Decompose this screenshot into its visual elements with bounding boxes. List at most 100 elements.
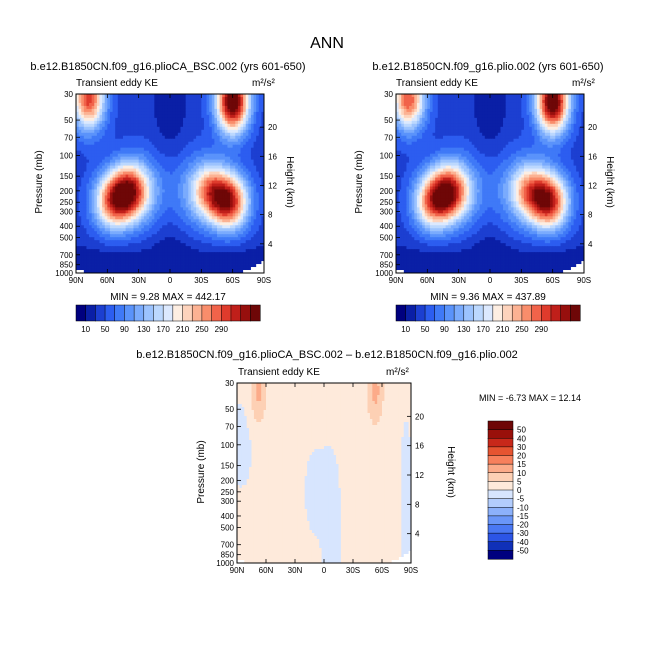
heatmap-cell <box>165 115 168 118</box>
heatmap-cell <box>399 106 402 109</box>
heatmap-cell <box>238 94 241 97</box>
heatmap-cell <box>230 139 233 142</box>
heatmap-cell <box>79 210 82 213</box>
heatmap-cell <box>147 240 150 243</box>
heatmap-cell <box>241 181 244 184</box>
heatmap-cell <box>186 166 189 169</box>
heatmap-cell <box>149 213 152 216</box>
heatmap-cell <box>235 237 238 240</box>
heatmap-cell <box>196 166 199 169</box>
heatmap-cell <box>81 198 84 201</box>
heatmap-cell <box>180 163 183 166</box>
heatmap-cell <box>110 124 113 127</box>
heatmap-cell <box>225 213 228 216</box>
heatmap-cell <box>254 234 257 237</box>
heatmap-cell <box>256 195 259 198</box>
heatmap-cell <box>248 157 251 160</box>
heatmap-cell <box>144 222 147 225</box>
heatmap-cell <box>102 243 105 246</box>
heatmap-cell <box>152 255 155 258</box>
heatmap-cell <box>126 136 129 139</box>
heatmap-cell <box>110 225 113 228</box>
heatmap-cell <box>152 184 155 187</box>
heatmap-cell <box>86 252 89 255</box>
heatmap-cell <box>118 130 121 133</box>
heatmap-cell <box>100 240 103 243</box>
heatmap-cell <box>160 109 163 112</box>
heatmap-cell <box>194 166 197 169</box>
heatmap-cell <box>191 136 194 139</box>
heatmap-cell <box>220 151 223 154</box>
heatmap-cell <box>141 112 144 115</box>
heatmap-cell <box>235 136 238 139</box>
x-tick-label: 60S <box>226 276 240 285</box>
heatmap-cell <box>256 219 259 222</box>
heatmap-cell <box>214 184 217 187</box>
heatmap-cell <box>490 109 493 112</box>
heatmap-cell <box>212 198 215 201</box>
heatmap-cell <box>207 163 210 166</box>
heatmap-cell <box>183 154 186 157</box>
heatmap-cell <box>199 109 202 112</box>
heatmap-cell <box>217 100 220 103</box>
heatmap-cell <box>120 189 123 192</box>
heatmap-cell <box>139 127 142 130</box>
heatmap-cell <box>540 115 543 118</box>
heatmap-cell <box>180 207 183 210</box>
heatmap-cell <box>141 225 144 228</box>
heatmap-cell <box>201 264 204 267</box>
heatmap-cell <box>246 106 249 109</box>
heatmap-cell <box>248 207 251 210</box>
heatmap-cell <box>207 136 210 139</box>
heatmap-cell <box>120 142 123 145</box>
heatmap-cell <box>84 115 87 118</box>
heatmap-cell <box>154 184 157 187</box>
heatmap-cell <box>227 133 230 136</box>
heatmap-cell <box>420 109 423 112</box>
heatmap-cell <box>246 192 249 195</box>
heatmap-cell <box>227 213 230 216</box>
heatmap-cell <box>212 264 215 267</box>
heatmap-cell <box>94 112 97 115</box>
heatmap-cell <box>92 160 95 163</box>
heatmap-cell <box>92 97 95 100</box>
heatmap-cell <box>254 195 257 198</box>
heatmap-cell <box>256 112 259 115</box>
heatmap-cell <box>251 157 254 160</box>
heatmap-cell <box>194 139 197 142</box>
heatmap-cell <box>196 154 199 157</box>
heatmap-cell <box>186 145 189 148</box>
heatmap-cell <box>196 103 199 106</box>
heatmap-cell <box>133 175 136 178</box>
heatmap-cell <box>256 181 259 184</box>
heatmap-cell <box>126 169 129 172</box>
heatmap-cell <box>243 252 246 255</box>
heatmap-cell <box>133 133 136 136</box>
heatmap-cell <box>102 252 105 255</box>
heatmap-cell <box>214 181 217 184</box>
heatmap-cell <box>152 234 155 237</box>
heatmap-cell <box>503 115 506 118</box>
heatmap-cell <box>495 112 498 115</box>
heatmap-cell <box>94 103 97 106</box>
heatmap-cell <box>487 109 490 112</box>
heatmap-cell <box>248 106 251 109</box>
heatmap-cell <box>519 103 522 106</box>
heatmap-cell <box>118 192 121 195</box>
heatmap-cell <box>173 267 176 270</box>
heatmap-cell <box>566 106 569 109</box>
heatmap-cell <box>201 252 204 255</box>
heatmap-cell <box>246 148 249 151</box>
heatmap-cell <box>175 249 178 252</box>
heatmap-cell <box>209 201 212 204</box>
heatmap-cell <box>115 106 118 109</box>
heatmap-cell <box>173 261 176 264</box>
heatmap-cell <box>100 237 103 240</box>
heatmap-cell <box>115 118 118 121</box>
heatmap-cell <box>417 97 420 100</box>
heatmap-cell <box>537 94 540 97</box>
heatmap-cell <box>196 240 199 243</box>
heatmap-cell <box>165 169 168 172</box>
heatmap-cell <box>157 240 160 243</box>
heatmap-cell <box>170 166 173 169</box>
